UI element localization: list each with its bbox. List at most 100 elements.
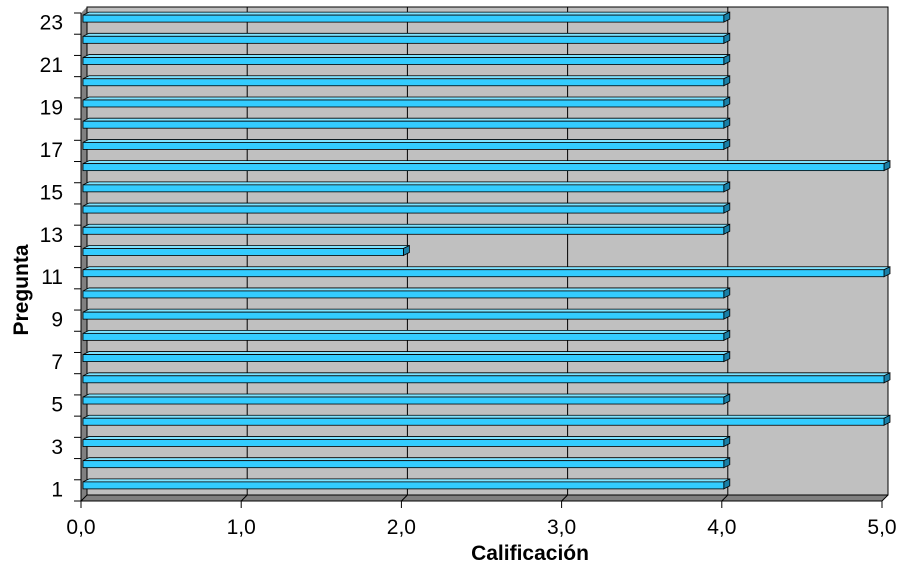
bar bbox=[82, 53, 731, 66]
y-tick-label: 1 bbox=[51, 478, 63, 501]
bar bbox=[82, 414, 891, 426]
y-tick-label: 23 bbox=[40, 12, 63, 35]
bar-front bbox=[82, 226, 725, 235]
bar-front bbox=[82, 57, 725, 65]
bar-top bbox=[82, 245, 410, 249]
y-tick-label: 17 bbox=[40, 139, 63, 162]
bar-front bbox=[82, 35, 725, 44]
gridline-floor bbox=[401, 494, 408, 502]
bar bbox=[82, 435, 731, 448]
bar-front bbox=[82, 248, 404, 256]
bar-top bbox=[82, 160, 891, 165]
bar-top bbox=[82, 308, 730, 313]
bar-front bbox=[82, 78, 725, 87]
bar-top bbox=[82, 372, 891, 377]
y-tick-label: 21 bbox=[40, 54, 63, 77]
bar-top bbox=[82, 478, 730, 483]
gridline-floor bbox=[721, 494, 729, 502]
bar-front bbox=[82, 290, 725, 299]
bar bbox=[82, 478, 731, 490]
bar-front bbox=[82, 311, 725, 320]
y-tick-label: 13 bbox=[40, 224, 63, 247]
bars bbox=[82, 11, 891, 490]
bar-front bbox=[82, 417, 885, 426]
bar-front bbox=[82, 99, 725, 108]
bar-top bbox=[82, 351, 730, 355]
bar bbox=[82, 350, 731, 363]
bar bbox=[82, 75, 731, 87]
bar-front bbox=[82, 184, 725, 193]
bar-top bbox=[82, 414, 891, 419]
bar bbox=[82, 96, 731, 108]
bar-top bbox=[82, 75, 730, 80]
bar-front bbox=[82, 163, 885, 172]
bar bbox=[82, 329, 731, 342]
bar bbox=[82, 202, 731, 214]
x-tick-label: 1,0 bbox=[227, 516, 256, 539]
bar-top bbox=[82, 436, 730, 440]
bar bbox=[82, 457, 731, 469]
y-tick-label: 5 bbox=[51, 394, 63, 417]
bar-top bbox=[82, 139, 730, 143]
bar bbox=[82, 266, 891, 278]
bar-top bbox=[82, 393, 730, 398]
bar-front bbox=[82, 269, 885, 278]
bar-front bbox=[82, 332, 725, 341]
x-tick-label: 5,0 bbox=[867, 516, 896, 539]
bar-top bbox=[82, 266, 891, 271]
y-tick-label: 9 bbox=[51, 309, 63, 332]
y-tick-label: 7 bbox=[51, 351, 63, 374]
plot-floor bbox=[81, 495, 888, 501]
x-tick-label: 4,0 bbox=[707, 516, 736, 539]
bar-front bbox=[82, 396, 725, 405]
bar bbox=[82, 393, 731, 405]
y-tick-label: 3 bbox=[51, 436, 63, 459]
bar-top bbox=[82, 223, 730, 228]
bar-front bbox=[82, 375, 885, 384]
bar-front bbox=[82, 354, 725, 362]
bar-front bbox=[82, 481, 725, 490]
bar bbox=[82, 32, 731, 44]
bar-top bbox=[82, 181, 730, 186]
bar-top bbox=[82, 202, 730, 207]
x-tick-label: 0,0 bbox=[66, 516, 95, 539]
bar-top bbox=[82, 54, 730, 58]
bar-front bbox=[82, 120, 725, 129]
bar-front bbox=[82, 205, 725, 214]
bar bbox=[82, 244, 410, 257]
bar-top bbox=[82, 11, 730, 16]
x-axis-title: Calificación bbox=[471, 542, 589, 565]
y-tick-label: 19 bbox=[40, 96, 63, 119]
bar bbox=[82, 138, 731, 151]
bar-front bbox=[82, 439, 725, 447]
bar-top bbox=[82, 457, 730, 462]
gridline-floor bbox=[881, 494, 889, 502]
bar bbox=[82, 287, 731, 299]
y-tick-label: 11 bbox=[41, 266, 63, 289]
bar-front bbox=[82, 14, 725, 23]
bar-top bbox=[82, 287, 730, 292]
bar bbox=[82, 181, 731, 193]
y-tick-label: 15 bbox=[40, 181, 63, 204]
bar-top bbox=[82, 117, 730, 122]
gridline-floor bbox=[80, 494, 88, 502]
bar bbox=[82, 223, 731, 235]
x-tick-label: 2,0 bbox=[387, 516, 416, 539]
bar bbox=[82, 308, 731, 320]
gridline-floor bbox=[240, 494, 248, 502]
y-axis-title: Pregunta bbox=[10, 244, 33, 335]
gridlines bbox=[80, 6, 889, 502]
bar bbox=[82, 11, 731, 23]
x-tick-label: 3,0 bbox=[547, 516, 576, 539]
bar bbox=[82, 159, 891, 172]
bar-front bbox=[82, 142, 725, 150]
bar-top bbox=[82, 32, 730, 37]
bar-top bbox=[82, 329, 730, 334]
bar-top bbox=[82, 96, 730, 101]
bar-front bbox=[82, 460, 725, 469]
bar bbox=[82, 372, 891, 384]
gridline-floor bbox=[561, 494, 568, 502]
bar bbox=[82, 117, 731, 129]
